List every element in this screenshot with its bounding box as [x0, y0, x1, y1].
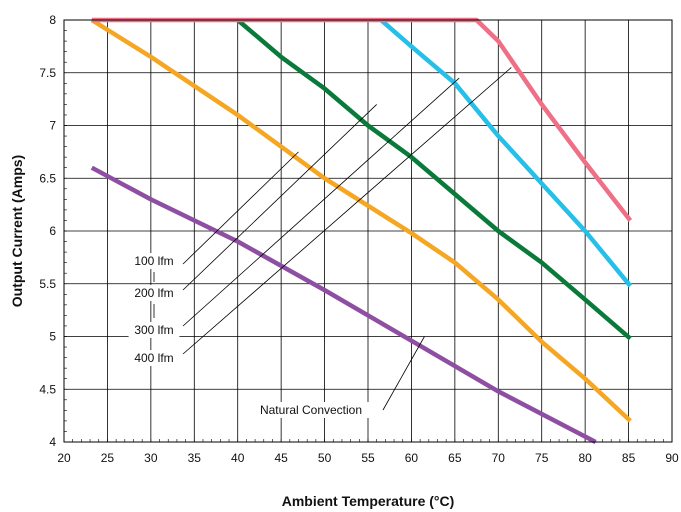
series-line-300-lfm	[379, 18, 633, 288]
annotation-leader-line	[382, 336, 425, 411]
annotation-labels: 100 lfm 200 lfm 300 lfm 400 lfm Natural Conv…	[128, 253, 372, 418]
y-tick-labels: 4 4.5 5 5.5 6 6.5 7 7.5 8	[39, 13, 56, 449]
y-tick-label: 8	[49, 13, 56, 27]
y-tick-label: 5	[49, 330, 56, 344]
annotation-leader-line	[182, 67, 512, 355]
x-tick-label: 35	[188, 451, 202, 465]
annotation-leader-line	[182, 104, 377, 291]
y-tick-label: 5.5	[39, 277, 56, 291]
y-tick-label: 4.5	[39, 382, 56, 396]
y-tick-label: 7	[49, 119, 56, 133]
x-tick-label: 45	[274, 451, 288, 465]
annotation-label-bg	[128, 350, 180, 366]
annotation-label: Natural Convection	[260, 403, 362, 417]
annotation-label: 200 lfm	[134, 286, 173, 300]
x-tick-label: 25	[101, 451, 115, 465]
y-tick-label: 6	[49, 224, 56, 238]
x-tick-label: 20	[57, 451, 71, 465]
x-tick-label: 60	[405, 451, 419, 465]
annotation-leader-line	[182, 151, 299, 265]
annotation-leaders	[153, 67, 512, 411]
x-tick-label: 80	[578, 451, 592, 465]
x-tick-label: 90	[665, 451, 679, 465]
y-tick-label: 7.5	[39, 66, 56, 80]
series-line-200-lfm	[236, 18, 632, 341]
x-tick-label: 85	[622, 451, 636, 465]
x-axis-title: Ambient Temperature (°C)	[282, 493, 455, 509]
annotation-label-bg	[128, 253, 180, 269]
x-tick-label: 50	[318, 451, 332, 465]
series-line-100-lfm	[90, 18, 632, 423]
x-tick-labels: 20 25 30 35 40 45 50 55 60 65 70 75 80 85 90	[57, 451, 679, 465]
x-tick-label: 75	[535, 451, 549, 465]
annotation-label: 300 lfm	[134, 323, 173, 337]
annotation-label-bg	[128, 285, 180, 301]
y-axis-title: Output Current (Amps)	[9, 155, 25, 307]
x-tick-label: 70	[492, 451, 506, 465]
annotation-label: 100 lfm	[134, 254, 173, 268]
annotation-label: 400 lfm	[134, 351, 173, 365]
plot-frame	[63, 19, 673, 443]
x-tick-label: 55	[361, 451, 375, 465]
annotation-label-bg	[250, 402, 372, 418]
series-line-natural-convection	[90, 165, 597, 444]
y-tick-label: 6.5	[39, 171, 56, 185]
x-tick-label: 40	[231, 451, 245, 465]
x-tick-label: 65	[448, 451, 462, 465]
x-tick-label: 30	[144, 451, 158, 465]
y-tick-label: 4	[49, 435, 56, 449]
annotation-leader-line	[182, 77, 460, 327]
annotation-label-bg	[128, 322, 180, 338]
